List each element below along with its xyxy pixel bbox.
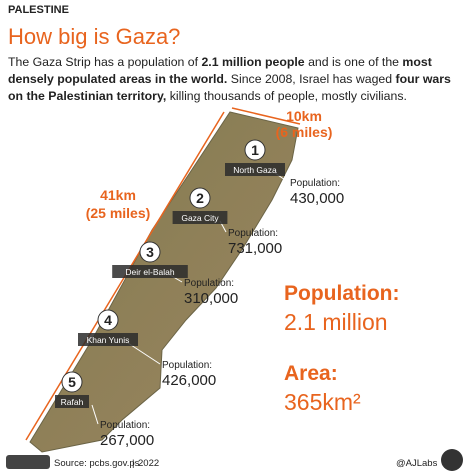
name-box bbox=[112, 265, 188, 278]
leader bbox=[91, 404, 99, 425]
gaza-strip bbox=[29, 111, 299, 453]
title: How big is Gaza? bbox=[8, 24, 181, 49]
intro-segment: 2.1 million people bbox=[201, 55, 305, 69]
name-box bbox=[78, 333, 138, 346]
marker bbox=[139, 241, 161, 263]
name: Gaza City bbox=[181, 213, 219, 223]
population-label: Population: bbox=[184, 278, 234, 289]
year: 2022 bbox=[138, 458, 159, 469]
width-km: 10km bbox=[286, 108, 322, 124]
intro-segment: most densely populated areas in the worl… bbox=[8, 55, 432, 86]
source: Source: pcbs.gov.ps bbox=[54, 458, 140, 469]
intro-segment: and is one of the bbox=[304, 55, 403, 69]
marker bbox=[189, 187, 211, 209]
population-label: Population: bbox=[290, 178, 340, 189]
marker bbox=[61, 371, 83, 393]
population: 731,000 bbox=[228, 240, 282, 257]
population: 310,000 bbox=[184, 290, 238, 307]
credit: @AJLabs bbox=[396, 458, 438, 469]
population: 426,000 bbox=[162, 372, 216, 389]
population-label: Population: bbox=[100, 420, 150, 431]
name-box bbox=[225, 163, 285, 176]
cc-icons bbox=[6, 455, 50, 469]
name: North Gaza bbox=[233, 165, 277, 175]
population: 430,000 bbox=[290, 190, 344, 207]
intro-segment: four wars on the Palestinian territory, bbox=[8, 72, 451, 103]
intro-segment: killing thousands of people, mostly civi… bbox=[166, 89, 407, 103]
number: 4 bbox=[104, 312, 112, 328]
name: Deir el-Balah bbox=[125, 267, 174, 277]
population: 267,000 bbox=[100, 432, 154, 449]
length-miles: (25 miles) bbox=[86, 205, 151, 221]
population-label: Population: bbox=[228, 228, 278, 239]
marker bbox=[97, 309, 119, 331]
number: 2 bbox=[196, 190, 204, 206]
length-km: 41km bbox=[100, 187, 136, 203]
leader bbox=[127, 342, 161, 365]
name-box bbox=[55, 395, 89, 408]
intro: The Gaza Strip has a population of 2.1 m… bbox=[8, 54, 466, 105]
kicker: PALESTINE bbox=[8, 4, 69, 16]
summary-area: 365km² bbox=[284, 389, 361, 415]
number: 1 bbox=[251, 142, 259, 158]
aj-logo bbox=[441, 449, 463, 471]
summary-population-label: Population: bbox=[284, 282, 399, 305]
name: Rafah bbox=[61, 397, 84, 407]
separator: | bbox=[132, 458, 134, 469]
name: Khan Yunis bbox=[87, 335, 130, 345]
intro-segment: The Gaza Strip has a population of bbox=[8, 55, 202, 69]
marker bbox=[244, 139, 266, 161]
intro-segment: Since 2008, Israel has waged bbox=[227, 72, 396, 86]
width-bracket bbox=[231, 107, 301, 125]
width-miles: (6 miles) bbox=[276, 124, 333, 140]
summary-population: 2.1 million bbox=[284, 309, 388, 335]
name-box bbox=[172, 211, 228, 224]
number: 5 bbox=[68, 374, 76, 390]
number: 3 bbox=[146, 244, 154, 260]
population-label: Population: bbox=[162, 360, 212, 371]
summary-area-label: Area: bbox=[284, 362, 338, 385]
